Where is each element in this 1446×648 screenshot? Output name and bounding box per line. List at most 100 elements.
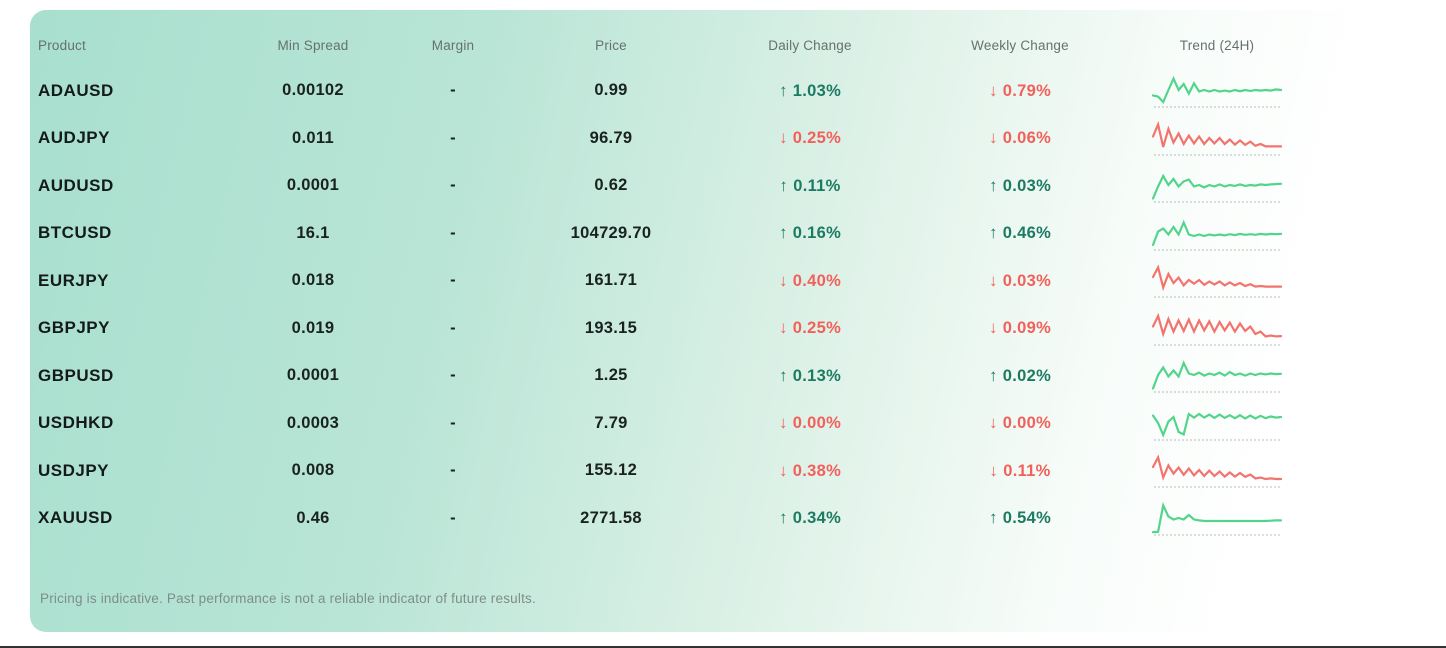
- product-name: EURJPY: [38, 270, 110, 290]
- sparkline-baseline: [1154, 343, 1280, 346]
- table-row[interactable]: BTCUSD 16.1 - 104729.70 ↑ 0.16% ↑ 0.46%: [30, 210, 1446, 258]
- daily-change-value: ↑ 0.34%: [778, 508, 842, 528]
- weekly-change-value: ↑ 0.54%: [988, 508, 1052, 528]
- down-arrow-icon: ↓: [988, 318, 998, 338]
- up-arrow-icon: ↑: [988, 365, 998, 385]
- trend-sparkline: [1151, 358, 1283, 394]
- sparkline-baseline: [1154, 201, 1280, 204]
- trend-cell: [1142, 73, 1292, 109]
- up-arrow-icon: ↑: [988, 223, 998, 243]
- margin-value: -: [450, 128, 456, 147]
- daily-change-value: ↑ 1.03%: [778, 80, 842, 100]
- price-value: 104729.70: [570, 223, 652, 242]
- daily-change-value: ↑ 0.16%: [778, 223, 842, 243]
- table-header: Product Min Spread Margin Price Daily Ch…: [30, 26, 1446, 64]
- price-value: 193.15: [584, 318, 638, 337]
- sparkline-baseline: [1154, 438, 1280, 441]
- down-arrow-icon: ↓: [988, 80, 998, 100]
- trend-sparkline: [1151, 406, 1283, 441]
- product-name: GBPUSD: [38, 365, 114, 385]
- weekly-change-value: ↑ 0.46%: [988, 223, 1052, 243]
- margin-value: -: [450, 318, 456, 337]
- price-value: 7.79: [594, 413, 628, 432]
- product-name: USDJPY: [38, 460, 110, 480]
- daily-change-value: ↑ 0.13%: [778, 365, 842, 385]
- product-name: BTCUSD: [38, 223, 112, 243]
- table-row[interactable]: GBPUSD 0.0001 - 1.25 ↑ 0.13% ↑ 0.02%: [30, 352, 1446, 400]
- table-row[interactable]: AUDUSD 0.0001 - 0.62 ↑ 0.11% ↑ 0.03%: [30, 162, 1446, 210]
- product-name: XAUUSD: [38, 508, 113, 528]
- page-bottom-divider: [0, 646, 1446, 648]
- table-row[interactable]: USDJPY 0.008 - 155.12 ↓ 0.38% ↓ 0.11%: [30, 447, 1446, 495]
- trend-cell: [1142, 263, 1292, 299]
- weekly-change-value: ↓ 0.06%: [988, 128, 1052, 148]
- table-row[interactable]: USDHKD 0.0003 - 7.79 ↓ 0.00% ↓ 0.00%: [30, 400, 1446, 448]
- sparkline-baseline: [1154, 153, 1280, 156]
- price-value: 161.71: [584, 271, 638, 290]
- sparkline-baseline: [1154, 486, 1280, 489]
- daily-change-value: ↑ 0.11%: [779, 175, 841, 195]
- table-row[interactable]: AUDJPY 0.011 - 96.79 ↓ 0.25% ↓ 0.06%: [30, 115, 1446, 163]
- down-arrow-icon: ↓: [778, 128, 788, 148]
- price-value: 155.12: [584, 461, 638, 480]
- table-body: ADAUSD 0.00102 - 0.99 ↑ 1.03% ↓ 0.79% AUDJ…: [30, 67, 1446, 542]
- trend-sparkline: [1151, 263, 1283, 299]
- table-row[interactable]: XAUUSD 0.46 - 2771.58 ↑ 0.34% ↑ 0.54%: [30, 495, 1446, 543]
- margin-value: -: [450, 366, 456, 385]
- margin-value: -: [450, 413, 456, 432]
- trend-cell: [1142, 358, 1292, 394]
- up-arrow-icon: ↑: [778, 223, 788, 243]
- sparkline-baseline: [1154, 106, 1280, 109]
- price-value: 96.79: [589, 128, 633, 147]
- pricing-table-card: Product Min Spread Margin Price Daily Ch…: [30, 10, 1446, 632]
- min-spread-value: 0.0001: [286, 176, 340, 195]
- up-arrow-icon: ↑: [778, 508, 788, 528]
- column-header-weekly-change: Weekly Change: [971, 37, 1069, 53]
- up-arrow-icon: ↑: [988, 508, 998, 528]
- table-row[interactable]: ADAUSD 0.00102 - 0.99 ↑ 1.03% ↓ 0.79%: [30, 67, 1446, 115]
- trend-cell: [1142, 120, 1292, 156]
- down-arrow-icon: ↓: [778, 460, 788, 480]
- trend-cell: [1142, 406, 1292, 441]
- trend-cell: [1142, 311, 1292, 346]
- daily-change-value: ↓ 0.25%: [778, 318, 842, 338]
- trend-sparkline: [1151, 73, 1283, 109]
- trend-cell: [1142, 453, 1292, 489]
- trend-sparkline: [1151, 311, 1283, 346]
- min-spread-value: 0.00102: [282, 81, 344, 100]
- column-header-price: Price: [595, 37, 627, 53]
- trend-sparkline: [1151, 216, 1283, 251]
- trend-sparkline: [1151, 453, 1283, 489]
- min-spread-value: 0.46: [296, 508, 330, 527]
- trend-sparkline: [1151, 120, 1283, 156]
- daily-change-value: ↓ 0.40%: [778, 270, 842, 290]
- margin-value: -: [450, 176, 456, 195]
- up-arrow-icon: ↑: [988, 175, 998, 195]
- table-row[interactable]: GBPJPY 0.019 - 193.15 ↓ 0.25% ↓ 0.09%: [30, 305, 1446, 353]
- table-row[interactable]: EURJPY 0.018 - 161.71 ↓ 0.40% ↓ 0.03%: [30, 257, 1446, 305]
- margin-value: -: [450, 81, 456, 100]
- trend-sparkline: [1151, 501, 1283, 536]
- column-header-min-spread: Min Spread: [277, 37, 349, 53]
- price-value: 1.25: [594, 366, 628, 385]
- daily-change-value: ↓ 0.00%: [778, 413, 842, 433]
- down-arrow-icon: ↓: [778, 318, 788, 338]
- margin-value: -: [450, 271, 456, 290]
- sparkline-baseline: [1154, 296, 1280, 299]
- trend-cell: [1142, 501, 1292, 536]
- disclaimer-text: Pricing is indicative. Past performance …: [40, 591, 536, 606]
- sparkline-baseline: [1154, 248, 1280, 251]
- product-name: USDHKD: [38, 413, 114, 433]
- min-spread-value: 0.011: [292, 128, 334, 147]
- price-value: 0.62: [594, 176, 628, 195]
- product-name: AUDUSD: [38, 175, 114, 195]
- min-spread-value: 0.019: [291, 318, 335, 337]
- margin-value: -: [450, 223, 456, 242]
- down-arrow-icon: ↓: [778, 270, 788, 290]
- product-name: GBPJPY: [38, 318, 110, 338]
- down-arrow-icon: ↓: [988, 270, 998, 290]
- down-arrow-icon: ↓: [988, 128, 998, 148]
- up-arrow-icon: ↑: [778, 80, 788, 100]
- min-spread-value: 0.008: [291, 461, 335, 480]
- column-header-product: Product: [38, 37, 86, 53]
